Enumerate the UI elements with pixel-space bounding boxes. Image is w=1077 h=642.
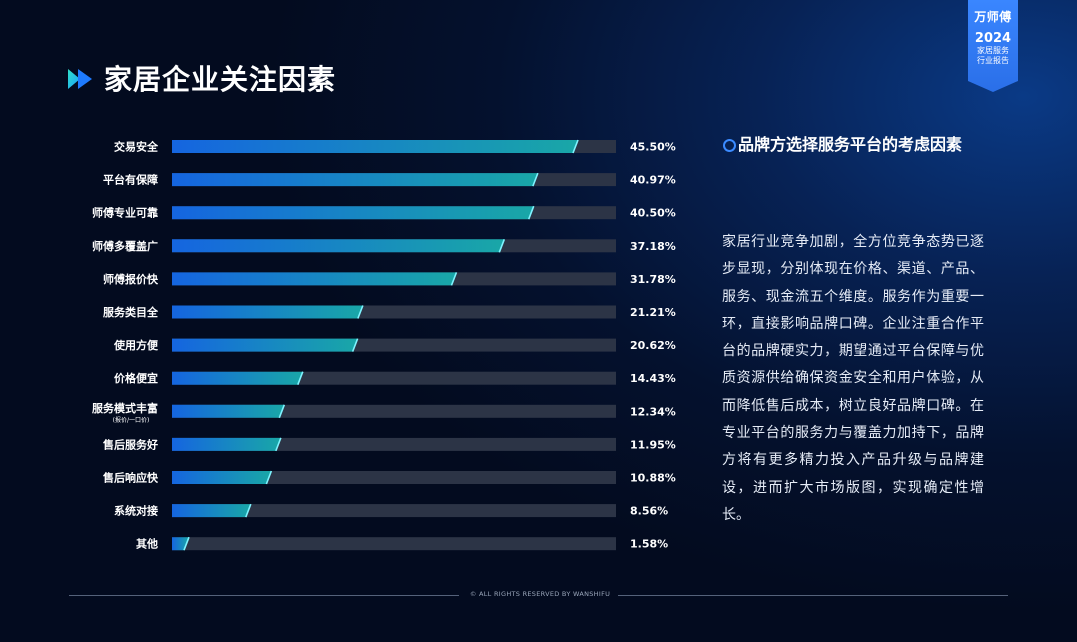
bar — [172, 140, 578, 153]
bar-tip — [527, 205, 535, 220]
badge-subtitle-1: 家居服务 — [977, 46, 1009, 55]
sidebar-body: 家居行业竞争加剧，全方位竞争态势已逐步显现，分别体现在价格、渠道、产品、服务、现… — [722, 234, 984, 523]
bar — [172, 437, 281, 451]
footer-divider-left — [69, 595, 459, 596]
brand-logo: 万师傅 — [974, 10, 1012, 24]
bar-tip — [278, 404, 286, 419]
value-label: 8.56% — [630, 505, 668, 518]
bar-chart: 交易安全 45.50% 平台有保障 40.97% 师傅专业可靠 40.50% 师傅多覆盖广 3… — [92, 139, 676, 551]
bar-tip — [450, 272, 458, 286]
bar — [172, 239, 505, 253]
bar — [172, 206, 534, 220]
bar-track — [172, 437, 616, 451]
page-title: 家居企业关注因素 — [104, 63, 337, 96]
copyright-text: © ALL RIGHTS RESERVED BY WANSHIFU — [469, 590, 611, 598]
value-label: 12.34% — [630, 405, 676, 418]
category-label: 售后响应快 — [102, 471, 159, 485]
bar — [172, 371, 303, 385]
category-label: 师傅报价快 — [103, 272, 159, 286]
category-label: 服务类目全 — [103, 305, 159, 319]
value-label: 37.18% — [630, 240, 676, 253]
bar-track — [172, 504, 616, 518]
bar-tip — [275, 437, 282, 452]
report-badge: 万师傅 2024 家居服务 行业报告 — [968, 0, 1018, 92]
category-label: 售后服务好 — [102, 437, 158, 451]
value-label: 40.50% — [630, 207, 676, 220]
category-label: 系统对接 — [114, 504, 158, 518]
category-label: 服务模式丰富 — [92, 401, 158, 415]
value-label: 40.97% — [630, 174, 676, 187]
bar — [172, 305, 363, 319]
bar-tip — [245, 503, 252, 518]
bar — [172, 471, 272, 484]
value-label: 1.58% — [630, 538, 668, 551]
category-label: 使用方便 — [113, 338, 159, 352]
badge-year: 2024 — [974, 31, 1012, 46]
category-label: 师傅专业可靠 — [92, 206, 158, 220]
category-label: 平台有保障 — [103, 173, 158, 187]
value-label: 45.50% — [630, 141, 676, 154]
category-note: (报价/一口价) — [113, 416, 150, 424]
value-label: 20.62% — [630, 339, 676, 352]
bullet-circle-icon — [723, 139, 736, 152]
bar-track — [172, 537, 616, 551]
bar-tip — [498, 239, 506, 253]
category-label: 其他 — [136, 537, 158, 551]
value-label: 21.21% — [630, 306, 676, 319]
bar — [172, 404, 285, 418]
bar — [172, 504, 251, 518]
bar-tip — [357, 305, 364, 319]
bar — [172, 272, 457, 286]
footer-divider-right — [618, 595, 1008, 596]
value-label: 31.78% — [630, 273, 676, 286]
value-label: 14.43% — [630, 372, 676, 385]
double-play-icon — [68, 69, 92, 89]
category-label: 师傅多覆盖广 — [92, 239, 158, 253]
sidebar-title: 品牌方选择服务平台的考虑因素 — [738, 135, 963, 154]
bar-tip — [297, 371, 304, 385]
value-label: 11.95% — [630, 438, 676, 451]
value-label: 10.88% — [630, 472, 676, 485]
bar — [172, 338, 358, 352]
bar-tip — [183, 536, 190, 551]
bar-tip — [572, 139, 579, 154]
category-label: 价格便宜 — [114, 371, 158, 385]
badge-subtitle-2: 行业报告 — [977, 56, 1009, 65]
bar-tip — [532, 172, 539, 187]
bar-tip — [265, 470, 273, 485]
bar-tip — [351, 338, 359, 352]
bar-track — [172, 471, 616, 484]
bar — [172, 173, 538, 187]
category-label: 交易安全 — [114, 140, 159, 154]
